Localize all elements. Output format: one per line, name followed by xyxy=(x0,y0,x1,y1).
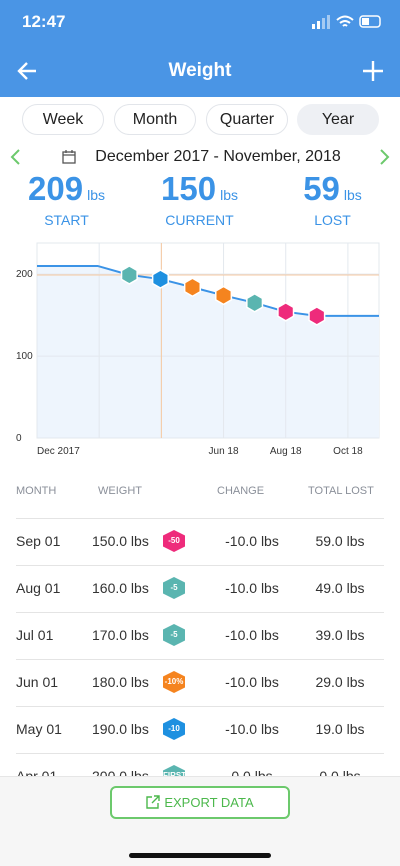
marker xyxy=(215,285,233,306)
badge: -10 xyxy=(163,718,185,740)
badge: -10% xyxy=(163,671,185,693)
stat-label: LOST xyxy=(314,212,351,228)
stat-unit: lbs xyxy=(220,187,238,203)
row-divider xyxy=(16,612,384,613)
tab[interactable]: Quarter xyxy=(206,104,288,135)
change: -10.0 lbs xyxy=(225,721,279,737)
row-divider xyxy=(16,518,384,519)
export-button[interactable]: EXPORT DATA xyxy=(110,786,290,819)
y-tick-label: 0 xyxy=(16,433,22,444)
table-header: MONTH xyxy=(16,485,57,497)
export-label: EXPORT DATA xyxy=(164,795,254,810)
stat-unit: lbs xyxy=(343,187,362,203)
x-tick-label: Aug 18 xyxy=(270,446,302,457)
header xyxy=(0,0,400,97)
row-divider xyxy=(16,706,384,707)
stat-row: 209 lbs xyxy=(0,170,133,208)
stat-value: 209 xyxy=(28,170,84,207)
weight: 170.0 lbs xyxy=(92,627,149,643)
marker xyxy=(120,265,138,285)
weight: 180.0 lbs xyxy=(92,674,149,690)
marker xyxy=(183,277,201,298)
calendar-icon xyxy=(62,150,76,164)
x-tick-label: Oct 18 xyxy=(333,446,363,457)
stat-label: START xyxy=(44,212,89,228)
back-button[interactable] xyxy=(16,60,38,82)
total-lost: 49.0 lbs xyxy=(315,580,365,596)
x-tick-label: Jun 18 xyxy=(209,446,239,457)
total-lost: 59.0 lbs xyxy=(315,533,365,549)
x-tick-label: Dec 2017 xyxy=(37,446,80,457)
add-button[interactable] xyxy=(362,60,384,82)
next-period[interactable] xyxy=(378,148,392,166)
stat-unit: lbs xyxy=(87,187,105,203)
home-indicator xyxy=(129,853,271,858)
marker xyxy=(308,306,326,326)
weight: 150.0 lbs xyxy=(92,533,149,549)
badge: -50 xyxy=(163,530,185,552)
marker xyxy=(151,269,169,289)
row-divider xyxy=(16,753,384,754)
total-lost: 29.0 lbs xyxy=(315,674,365,690)
table-header: CHANGE xyxy=(217,485,265,497)
stat: 59 lbs LOST xyxy=(266,170,399,228)
stat-row: 59 lbs xyxy=(266,170,399,208)
table-header: WEIGHT xyxy=(98,485,142,497)
status-icons xyxy=(312,15,381,29)
weight: 190.0 lbs xyxy=(92,721,149,737)
weight-chart: 0 100 200 Dec 2017 Jun 18 Aug 18 Oct 18 xyxy=(16,242,380,457)
area xyxy=(37,265,379,438)
stat: 209 lbs START xyxy=(0,170,133,228)
stat-value: 59 xyxy=(303,170,340,207)
tab[interactable]: Month xyxy=(114,104,196,135)
y-tick-label: 200 xyxy=(16,269,33,280)
stat: 150 lbs CURRENT xyxy=(133,170,266,228)
total-lost: 39.0 lbs xyxy=(315,627,365,643)
change: -10.0 lbs xyxy=(225,580,279,596)
stat-value: 150 xyxy=(161,170,217,207)
export-icon xyxy=(146,795,161,809)
change: -10.0 lbs xyxy=(225,533,279,549)
table-header: TOTAL LOST xyxy=(308,485,374,497)
tab[interactable]: Year xyxy=(297,104,379,135)
badge: -5 xyxy=(163,624,185,646)
row-divider xyxy=(16,565,384,566)
badge: -5 xyxy=(163,577,185,599)
screen-title: Weight xyxy=(168,60,232,81)
month: Aug 01 xyxy=(16,580,61,596)
marker xyxy=(277,301,295,322)
y-tick-label: 100 xyxy=(16,351,33,362)
row-divider xyxy=(16,659,384,660)
month: Jul 01 xyxy=(16,627,54,643)
prev-period[interactable] xyxy=(8,148,22,166)
month: Sep 01 xyxy=(16,533,61,549)
line xyxy=(37,264,379,317)
total-lost: 19.0 lbs xyxy=(315,721,365,737)
marker xyxy=(246,292,264,313)
month: Jun 01 xyxy=(16,674,59,690)
weight: 160.0 lbs xyxy=(92,580,149,596)
month: May 01 xyxy=(16,721,62,737)
status-time: 12:47 xyxy=(22,12,66,31)
stat-label: CURRENT xyxy=(165,212,234,228)
change: -10.0 lbs xyxy=(225,627,279,643)
tab[interactable]: Week xyxy=(22,104,104,135)
stat-row: 150 lbs xyxy=(133,170,266,208)
change: -10.0 lbs xyxy=(225,674,279,690)
date-range: December 2017 - November, 2018 xyxy=(95,148,341,165)
